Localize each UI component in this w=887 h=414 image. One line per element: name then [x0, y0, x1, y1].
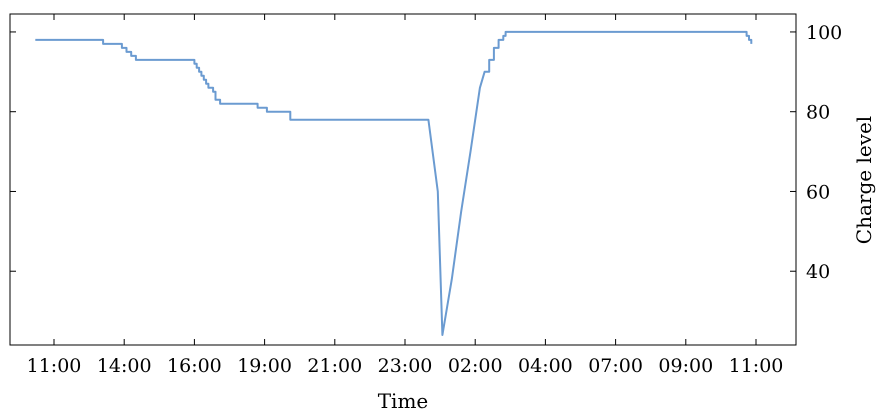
x-tick-label: 19:00 [237, 355, 292, 377]
x-tick-label: 11:00 [729, 355, 784, 377]
y-axis-ticks: 40 60 80 100 [10, 22, 842, 283]
x-tick-label: 09:00 [658, 355, 713, 377]
y-tick-label: 60 [806, 181, 830, 203]
y-tick-label: 80 [806, 102, 830, 124]
y-tick-label: 40 [806, 261, 830, 283]
x-tick-label: 14:00 [97, 355, 152, 377]
y-tick-label: 100 [806, 22, 842, 44]
plot-frame [9, 13, 797, 346]
x-tick-label: 02:00 [448, 355, 503, 377]
x-tick-label: 04:00 [518, 355, 573, 377]
charge-level-line [35, 30, 753, 336]
x-tick-label: 11:00 [27, 355, 82, 377]
x-axis-ticks: 11:00 14:00 16:00 19:00 21:00 23:00 02:00 04:00… [27, 14, 784, 377]
x-tick-label: 16:00 [167, 355, 222, 377]
x-axis-title: Time [378, 389, 429, 413]
x-tick-label: 07:00 [588, 355, 643, 377]
x-tick-label: 23:00 [378, 355, 433, 377]
x-tick-label: 21:00 [307, 355, 362, 377]
y-axis-title: Charge level [852, 116, 876, 244]
